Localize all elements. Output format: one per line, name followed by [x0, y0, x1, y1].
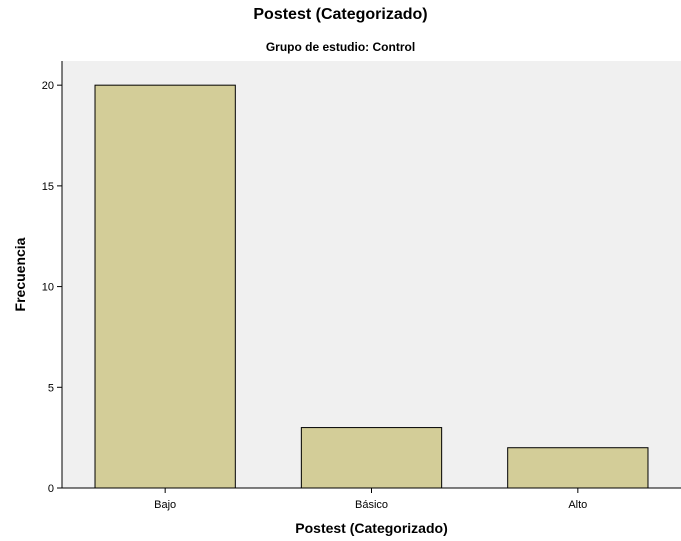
- chart-subtitle: Grupo de estudio: Control: [265, 40, 416, 54]
- y-tick-label: 0: [48, 483, 54, 495]
- y-tick-label: 20: [42, 80, 54, 92]
- bar-1: [300, 427, 443, 489]
- x-axis: Bajo Básico Alto: [62, 487, 681, 511]
- x-axis-title: Postest (Categorizado): [295, 520, 447, 536]
- x-tick-label: Básico: [355, 499, 388, 511]
- y-tick-label: 5: [48, 382, 54, 394]
- bar-2: [507, 447, 649, 489]
- y-axis-title: Frecuencia: [12, 237, 28, 311]
- chart-title: Postest (Categorizado): [253, 6, 428, 23]
- y-axis: 0 5 10 15 20: [42, 61, 63, 495]
- x-tick-label: Bajo: [154, 499, 176, 511]
- y-tick-label: 15: [42, 181, 54, 193]
- bar-0: [94, 84, 236, 489]
- x-tick-label: Alto: [568, 499, 587, 511]
- y-tick-label: 10: [42, 282, 54, 294]
- bars-group: [94, 84, 649, 489]
